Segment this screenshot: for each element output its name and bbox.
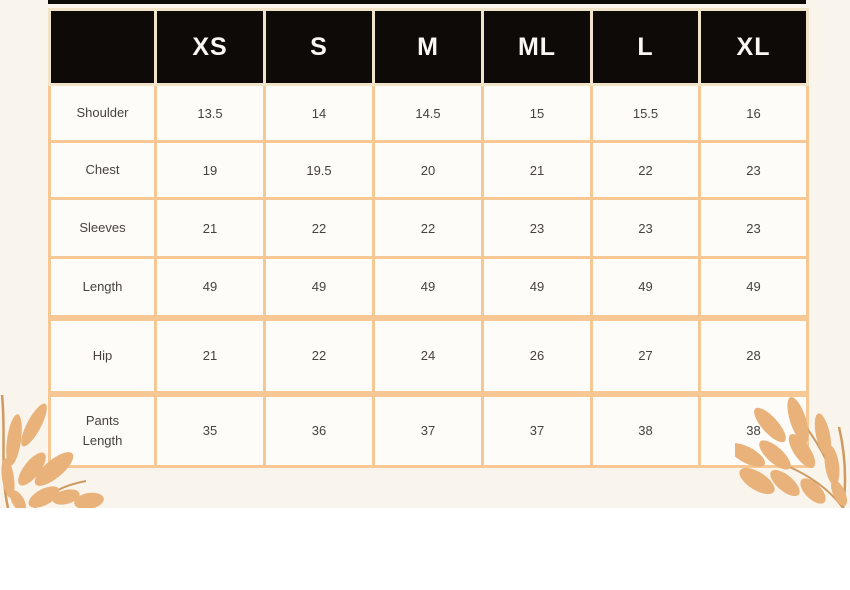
size-value-cell: 49	[698, 256, 809, 319]
table-row-length: Length 49 49 49 49 49 49	[48, 256, 809, 319]
column-header-xs: XS	[154, 8, 266, 86]
size-value-cell: 23	[590, 197, 701, 259]
table-row-pants-length: Pants Length 35 36 37 37 38 38	[48, 390, 809, 468]
size-value-cell: 24	[372, 314, 484, 395]
size-value-cell: 13.5	[154, 83, 266, 143]
size-value-cell: 21	[481, 140, 593, 200]
size-value-cell: 15	[481, 83, 593, 143]
size-value-cell: 36	[263, 390, 375, 468]
leaf-branch-right-icon	[735, 397, 848, 508]
column-header-l: L	[590, 8, 701, 86]
size-value-cell: 22	[372, 197, 484, 259]
measurement-row-label: Pants Length	[48, 390, 157, 468]
size-value-cell: 49	[154, 256, 266, 319]
size-value-cell: 23	[698, 140, 809, 200]
page-lower-area	[0, 508, 850, 590]
size-value-cell: 20	[372, 140, 484, 200]
size-value-cell: 22	[263, 314, 375, 395]
size-value-cell: 35	[154, 390, 266, 468]
measurement-row-label: Length	[48, 256, 157, 319]
size-value-cell: 14	[263, 83, 375, 143]
size-value-cell: 23	[481, 197, 593, 259]
column-header-ml: ML	[481, 8, 593, 86]
size-value-cell: 19	[154, 140, 266, 200]
header-row: XS S M ML L XL	[48, 8, 809, 86]
measurement-row-label: Hip	[48, 314, 157, 395]
cropped-header-strip	[48, 0, 806, 4]
size-value-cell: 16	[698, 83, 809, 143]
size-value-cell: 27	[590, 314, 701, 395]
table-row-shoulder: Shoulder 13.5 14 14.5 15 15.5 16	[48, 83, 809, 143]
size-value-cell: 15.5	[590, 83, 701, 143]
size-value-cell: 38	[590, 390, 701, 468]
size-value-cell: 49	[263, 256, 375, 319]
size-value-cell: 22	[590, 140, 701, 200]
measurement-row-label: Shoulder	[48, 83, 157, 143]
size-value-cell: 21	[154, 314, 266, 395]
table-row-hip: Hip 21 22 24 26 27 28	[48, 314, 809, 395]
size-value-cell: 14.5	[372, 83, 484, 143]
leaf-branch-left-icon	[0, 394, 104, 508]
column-header-xl: XL	[698, 8, 809, 86]
size-value-cell: 22	[263, 197, 375, 259]
size-chart-panel: XS S M ML L XL Shoulder 13.5 14 14.5 15 …	[0, 0, 850, 508]
size-value-cell: 28	[698, 314, 809, 395]
size-value-cell: 49	[590, 256, 701, 319]
size-value-cell: 37	[372, 390, 484, 468]
column-header-m: M	[372, 8, 484, 86]
table-row-sleeves: Sleeves 21 22 22 23 23 23	[48, 197, 809, 259]
size-value-cell: 26	[481, 314, 593, 395]
corner-header-cell	[48, 8, 157, 86]
column-header-s: S	[263, 8, 375, 86]
size-value-cell: 19.5	[263, 140, 375, 200]
size-value-cell: 23	[698, 197, 809, 259]
measurement-row-label: Sleeves	[48, 197, 157, 259]
size-value-cell: 21	[154, 197, 266, 259]
size-value-cell: 49	[372, 256, 484, 319]
size-chart-table: XS S M ML L XL Shoulder 13.5 14 14.5 15 …	[48, 8, 809, 468]
size-value-cell: 49	[481, 256, 593, 319]
table-row-chest: Chest 19 19.5 20 21 22 23	[48, 140, 809, 200]
size-value-cell: 37	[481, 390, 593, 468]
measurement-row-label: Chest	[48, 140, 157, 200]
